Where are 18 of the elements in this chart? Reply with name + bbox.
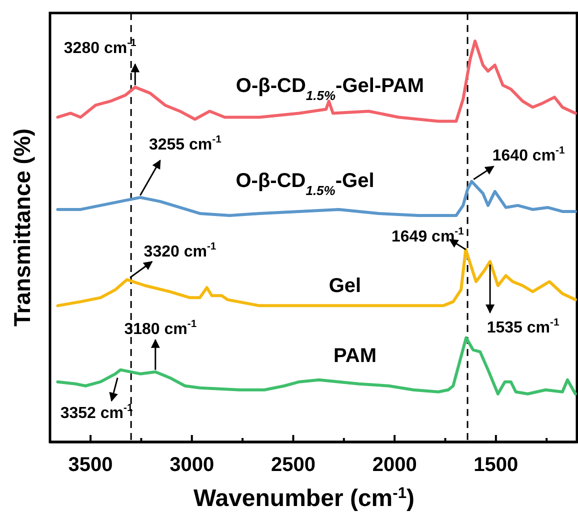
x-axis-title: Wavenumber (cm$^{-1}$)	[193, 484, 415, 512]
x-tick-label: 1500	[474, 454, 518, 476]
series-label: O-β-CD$_{1.5%}$-Gel	[236, 170, 374, 198]
y-axis-title: Transmittance (%)	[9, 128, 35, 327]
series-label: Gel	[328, 275, 362, 297]
x-tick-label: 2000	[372, 454, 417, 476]
annotation: 1640 cm$^{-1}$	[492, 146, 566, 165]
x-tick-label: 2500	[270, 454, 316, 476]
series-label: PAM	[334, 345, 376, 367]
x-tick-label: 3500	[68, 454, 113, 476]
series-label: O-β-CD$_{1.5%}$-Gel-PAM	[236, 75, 424, 102]
annotation: 3255 cm$^{-1}$	[148, 134, 222, 154]
annotation: 1649 cm$^{-1}$	[392, 226, 464, 246]
x-tick-label: 3000	[170, 454, 214, 476]
annotation: 3280 cm$^{-1}$	[64, 38, 137, 58]
annotation: 1535 cm$^{-1}$	[486, 318, 560, 337]
annotation: 3320 cm$^{-1}$	[144, 242, 216, 261]
annotation: 3180 cm$^{-1}$	[124, 319, 197, 338]
